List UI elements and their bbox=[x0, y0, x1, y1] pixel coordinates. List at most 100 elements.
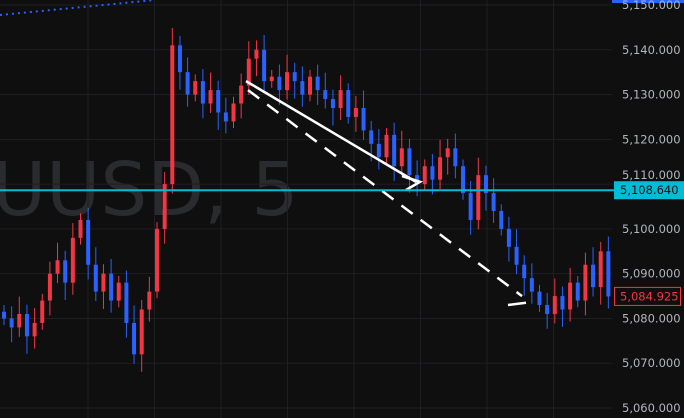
arrow-line bbox=[245, 80, 417, 183]
horizontal-line-price-badge bbox=[614, 181, 684, 200]
candle-body bbox=[491, 193, 496, 211]
candle-body bbox=[262, 49, 267, 82]
candle-body bbox=[17, 313, 22, 328]
candle-body bbox=[591, 264, 596, 288]
horizontal-line-price-label: 5,108.640 bbox=[620, 183, 679, 197]
candle-body bbox=[55, 260, 60, 274]
candle-body bbox=[346, 90, 351, 117]
candle-body bbox=[32, 322, 37, 337]
candle-body bbox=[93, 264, 98, 292]
candle-body bbox=[606, 251, 611, 297]
candle-body bbox=[483, 175, 488, 194]
candle-body bbox=[292, 72, 297, 82]
arrow-head bbox=[401, 174, 424, 192]
candle-body bbox=[392, 134, 397, 167]
candle-body bbox=[193, 81, 198, 95]
last-price-badge bbox=[614, 286, 681, 306]
candle-body bbox=[369, 130, 374, 144]
candle-body bbox=[24, 313, 29, 337]
candle-body bbox=[285, 72, 290, 91]
candles bbox=[2, 27, 611, 372]
candle-body bbox=[269, 76, 274, 82]
price-axis[interactable]: 5,150.000 5,140.000 5,130.000 5,120.000 5,11… bbox=[612, 0, 684, 415]
candle-body bbox=[376, 143, 381, 158]
candle-body bbox=[63, 260, 68, 283]
price-tick-label: 5,070.000 bbox=[622, 356, 681, 370]
candle-body bbox=[47, 273, 52, 301]
candle-body bbox=[101, 273, 106, 292]
candle-body bbox=[598, 251, 603, 288]
candle-body bbox=[453, 148, 458, 167]
candle-body bbox=[231, 103, 236, 122]
candle-body bbox=[124, 282, 129, 323]
candle-body bbox=[422, 166, 427, 185]
dashed-trend-line-end bbox=[507, 301, 527, 307]
candle-body bbox=[407, 148, 412, 176]
candle-body bbox=[384, 134, 389, 158]
candle-body bbox=[132, 322, 137, 355]
candle-body bbox=[315, 76, 320, 91]
candle-body bbox=[200, 81, 205, 104]
price-tick-label: 5,080.000 bbox=[622, 311, 681, 325]
candle-body bbox=[185, 72, 190, 95]
last-price-label: 5,084.925 bbox=[620, 289, 679, 303]
candle-body bbox=[560, 296, 565, 310]
candle-body bbox=[2, 311, 6, 319]
candle-body bbox=[399, 148, 404, 167]
candle-body bbox=[353, 107, 358, 117]
dotted-trend-line bbox=[0, 0, 156, 16]
price-tick-label: 5,140.000 bbox=[622, 43, 681, 57]
candle-body bbox=[177, 45, 182, 73]
candle-body bbox=[323, 90, 328, 100]
candle-body bbox=[583, 264, 588, 301]
candle-body bbox=[155, 228, 159, 292]
price-tick-label: 5,100.000 bbox=[622, 222, 681, 236]
candle-body bbox=[545, 305, 550, 314]
candle-body bbox=[216, 90, 221, 113]
top-price-label bbox=[612, 0, 684, 3]
price-tick-label: 5,060.000 bbox=[622, 401, 681, 415]
price-tick-label: 5,120.000 bbox=[622, 132, 681, 146]
candle-body bbox=[552, 296, 557, 314]
candle-body bbox=[78, 219, 83, 238]
candle-body bbox=[461, 166, 465, 194]
price-tick-label: 5,150.000 bbox=[622, 0, 681, 12]
candle-body bbox=[223, 112, 228, 122]
candle-body bbox=[70, 237, 75, 283]
candle-body bbox=[506, 228, 511, 247]
candle-body bbox=[170, 45, 175, 185]
candle-body bbox=[9, 318, 14, 328]
candle-body bbox=[116, 282, 121, 301]
candle-body bbox=[476, 175, 481, 220]
price-tick-label: 5,110.000 bbox=[622, 168, 681, 182]
candle-body bbox=[277, 76, 282, 91]
candle-body bbox=[529, 278, 534, 292]
candle-body bbox=[208, 90, 213, 104]
drawings bbox=[0, 0, 614, 307]
candle-body bbox=[445, 148, 450, 158]
candle-body bbox=[468, 193, 473, 220]
candle-body bbox=[147, 291, 152, 310]
candle-body bbox=[109, 273, 114, 301]
candle-body bbox=[522, 264, 527, 279]
candle-body bbox=[430, 166, 435, 180]
candle-body bbox=[139, 309, 144, 355]
candle-body bbox=[438, 157, 443, 180]
price-tick-label: 5,090.000 bbox=[622, 267, 681, 281]
candle-body bbox=[514, 246, 519, 265]
candle-body bbox=[40, 300, 45, 323]
candle-body bbox=[338, 90, 343, 108]
candle-body bbox=[254, 49, 259, 59]
price-tick-label: 5,130.000 bbox=[622, 88, 681, 102]
candle-body bbox=[537, 291, 542, 306]
candle-body bbox=[361, 107, 366, 131]
candle-body bbox=[246, 58, 251, 86]
dashed-trend-line bbox=[247, 89, 523, 298]
candle-body bbox=[162, 184, 167, 229]
candle-body bbox=[330, 99, 335, 108]
candle-body bbox=[575, 282, 580, 301]
candle-body bbox=[308, 76, 312, 95]
candle-body bbox=[499, 210, 504, 229]
